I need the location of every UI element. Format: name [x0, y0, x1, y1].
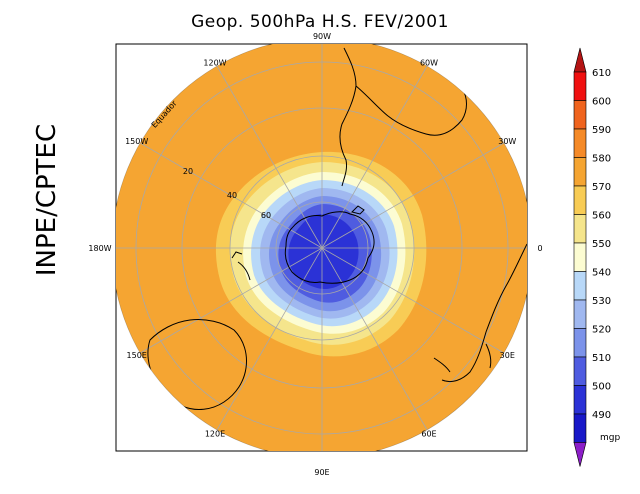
colorbar-level-label: 490 [592, 410, 611, 421]
colorbar-swatch [573, 242, 587, 272]
colorbar-level-label: 550 [592, 239, 611, 250]
colorbar-level-label: 500 [592, 382, 611, 393]
colorbar-swatch [573, 185, 587, 215]
longitude-label: 120W [203, 59, 226, 68]
longitude-label: 150W [125, 137, 148, 146]
longitude-label: 60W [420, 59, 438, 68]
colorbar-swatch [573, 214, 587, 244]
colorbar-swatch [573, 71, 587, 101]
longitude-label: 90W [313, 32, 331, 41]
colorbar-swatch [573, 299, 587, 329]
meridian-line [321, 65, 428, 249]
colorbar-level-label: 560 [592, 211, 611, 222]
longitude-label: 60E [421, 429, 436, 438]
longitude-label: 120E [205, 429, 225, 438]
field-500 [288, 214, 359, 289]
longitude-label: 150E [127, 351, 147, 360]
longitude-label: 30E [500, 351, 515, 360]
colorbar-swatch [573, 157, 587, 187]
longitude-label: 30W [498, 137, 516, 146]
colorbar-unit: mgp [600, 433, 620, 443]
meridian-line [216, 247, 323, 431]
side-label-text: INPE/CPTEC [32, 124, 62, 276]
longitude-label: 0 [537, 244, 542, 253]
colorbar-bottom-arrow [573, 442, 587, 467]
colorbar-swatch [573, 271, 587, 301]
colorbar-swatch [573, 356, 587, 386]
colorbar-top-arrow [573, 47, 587, 73]
colorbar-level-label: 540 [592, 268, 611, 279]
colorbar-level-label: 610 [592, 68, 611, 79]
longitude-labels: 90W 60W 30W 0 30E 60E 90E 120E 150E 180W 150W 120W [88, 32, 542, 477]
colorbar-swatch [573, 100, 587, 130]
latitude-labels: 20 40 60 [183, 167, 271, 220]
lat-label-60: 60 [261, 211, 271, 220]
colorbar-level-label: 580 [592, 154, 611, 165]
colorbar-swatch [573, 413, 587, 443]
colorbar-level-label: 510 [592, 353, 611, 364]
longitude-label: 90E [314, 468, 329, 477]
colorbar: 610 600 590 580 570 560 550 540 530 520 510 500 490 [573, 47, 611, 467]
colorbar-level-label: 590 [592, 125, 611, 136]
colorbar-swatch [573, 128, 587, 158]
chart-title: Geop. 500hPa H.S. FEV/2001 [191, 12, 449, 32]
meridian-line [321, 247, 505, 354]
meridian-line [321, 142, 505, 249]
lat-label-40: 40 [227, 191, 237, 200]
side-label: INPE/CPTEC [32, 124, 62, 276]
meridian-line [321, 247, 428, 431]
colorbar-swatch [573, 328, 587, 358]
colorbar-swatch [573, 385, 587, 415]
colorbar-level-label: 600 [592, 97, 611, 108]
meridian-line [139, 247, 323, 354]
meridian-line [139, 142, 323, 249]
longitude-label: 180W [88, 244, 111, 253]
lat-label-20: 20 [183, 167, 193, 176]
colorbar-level-label: 570 [592, 182, 611, 193]
colorbar-level-label: 520 [592, 325, 611, 336]
colorbar-level-label: 530 [592, 296, 611, 307]
